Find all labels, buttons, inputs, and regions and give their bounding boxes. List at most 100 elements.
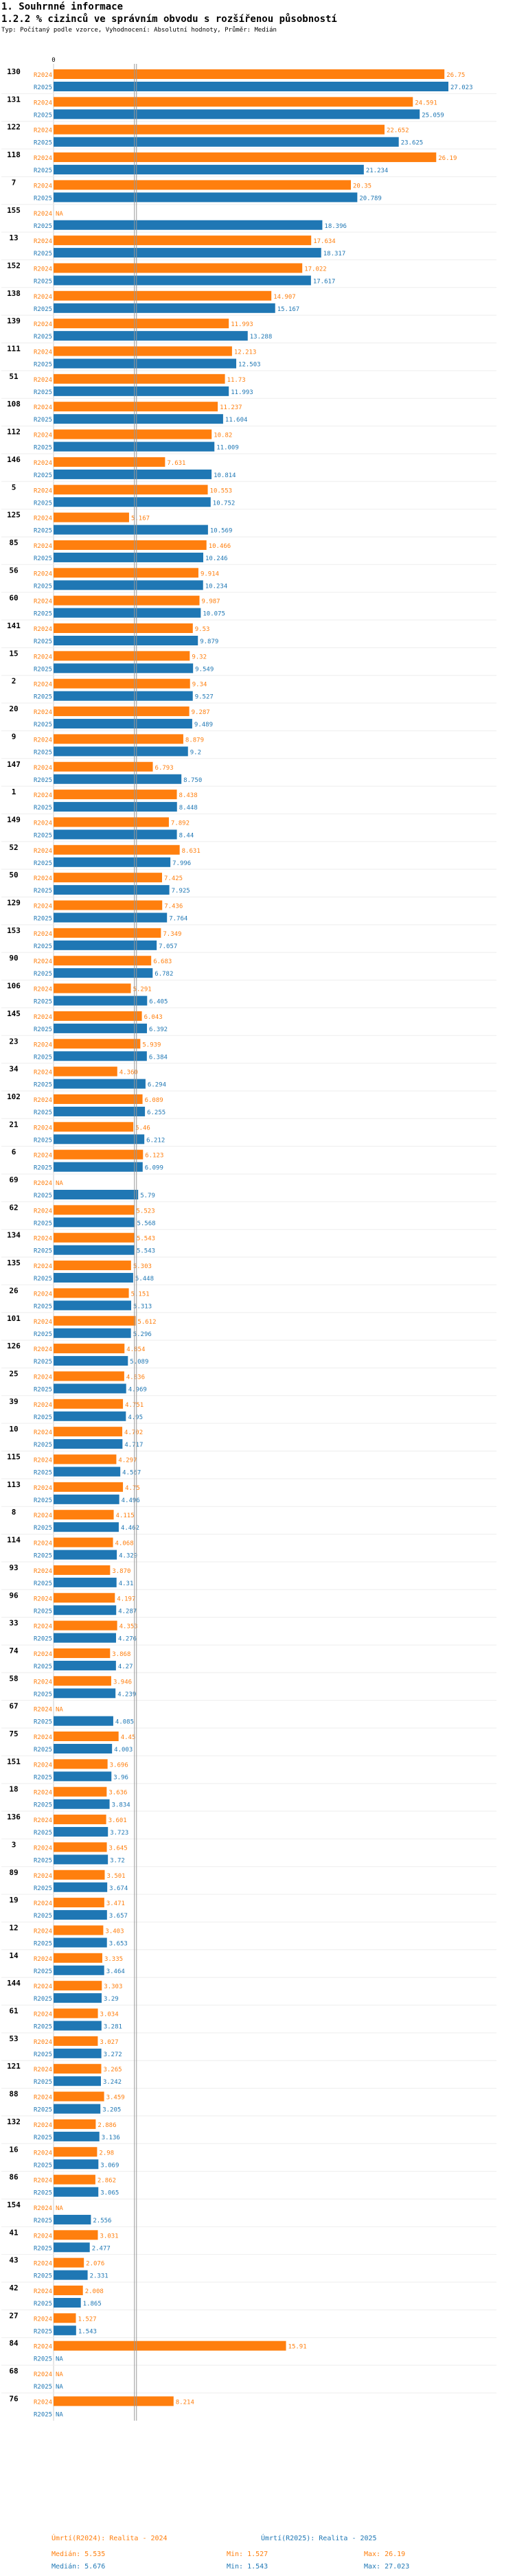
series-label-2025: R2025 (34, 1553, 52, 1560)
row-id-label: 8 (12, 1508, 16, 1517)
value-label-2025: 17.617 (313, 278, 336, 285)
bar-2025 (54, 663, 194, 674)
series-label-2024: R2024 (34, 1263, 52, 1270)
bar-2024 (54, 1870, 105, 1880)
series-label-2025: R2025 (34, 999, 52, 1006)
series-label-2025: R2025 (34, 1386, 52, 1393)
series-label-2025: R2025 (34, 389, 52, 396)
series-label-2024: R2024 (34, 349, 52, 356)
value-label-2025: 10.075 (203, 611, 225, 618)
series-label-2024: R2024 (34, 1983, 52, 1990)
value-label-2024: 4.197 (117, 1596, 135, 1602)
value-label-2025: 3.723 (110, 1830, 128, 1837)
row-id-label: 114 (7, 1536, 21, 1545)
series-label-2025: R2025 (34, 1193, 52, 1199)
bar-2024 (54, 1371, 124, 1381)
value-label-2025: 21.234 (366, 168, 389, 174)
bar-2025 (54, 1937, 107, 1948)
value-label-2025: 20.789 (359, 195, 382, 202)
bar-2025 (54, 1771, 112, 1782)
series-label-2024: R2024 (34, 1208, 52, 1215)
bar-2024 (54, 956, 152, 966)
bar-2024 (54, 1261, 131, 1271)
row-id-label: 33 (9, 1619, 18, 1628)
value-label-2024: 7.436 (164, 904, 183, 910)
row-id-label: 151 (7, 1757, 21, 1766)
series-label-2025: R2025 (34, 722, 52, 728)
value-label-2024: 7.892 (171, 820, 190, 827)
series-label-2024: R2024 (34, 1236, 52, 1243)
row-id-label: 7 (12, 178, 16, 187)
value-label-2024: 9.34 (192, 682, 207, 689)
bar-2024 (54, 2147, 98, 2157)
series-label-2024: R2024 (34, 931, 52, 938)
series-label-2024: R2024 (34, 294, 52, 301)
series-label-2024: R2024 (34, 958, 52, 965)
row-id-label: 39 (9, 1397, 18, 1406)
value-label-2025: 3.834 (112, 1802, 130, 1809)
row-id-label: 131 (7, 95, 21, 104)
value-label-2025: 9.879 (200, 639, 218, 645)
value-label-2024: 6.123 (145, 1153, 163, 1160)
value-label-2025: 4.27 (118, 1664, 133, 1670)
bar-2024 (54, 2396, 174, 2406)
series-label-2024: R2024 (34, 1402, 52, 1409)
series-label-2024: R2024 (34, 516, 52, 522)
bar-2024 (54, 2341, 286, 2351)
bar-2024 (54, 2064, 102, 2074)
series-label-2025: R2025 (34, 168, 52, 174)
bar-2024 (54, 568, 198, 578)
bar-2024 (54, 124, 385, 135)
value-label-2025: 8.750 (183, 777, 202, 784)
value-label-2024: 5.303 (133, 1263, 152, 1270)
value-label-2024: 3.265 (103, 2067, 122, 2073)
row-id-label: 60 (9, 594, 18, 603)
bar-2025 (54, 1633, 116, 1643)
bar-2024 (54, 817, 169, 827)
row-id-label: 75 (9, 1729, 18, 1738)
bar-2025 (54, 1079, 146, 1089)
value-label-2025: 10.246 (205, 555, 228, 562)
value-label-2025: 5.296 (133, 1331, 152, 1338)
bar-2025 (54, 358, 237, 369)
value-label-2025: 15.167 (277, 306, 300, 313)
value-label-2025: 3.272 (104, 2051, 122, 2058)
bar-2025 (54, 1993, 102, 2003)
bar-2024 (54, 69, 445, 79)
value-label-2025: 4.276 (118, 1636, 137, 1643)
series-label-2025: R2025 (34, 2190, 52, 2197)
series-label-2024: R2024 (34, 543, 52, 550)
row-id-label: 41 (9, 2228, 19, 2237)
value-label-2024: 4.297 (118, 1458, 137, 1464)
value-label-2024: 2.98 (99, 2150, 114, 2157)
value-label-2024: 4.115 (116, 1513, 135, 1519)
series-label-2024: R2024 (34, 1956, 52, 1963)
value-label-2024: 3.034 (100, 2012, 119, 2019)
row-id-label: 136 (7, 1813, 21, 1821)
series-label-2024: R2024 (34, 820, 52, 827)
series-label-2025: R2025 (34, 860, 52, 867)
series-label-2025: R2025 (34, 500, 52, 507)
row-id-label: 155 (7, 206, 21, 215)
series-label-2024: R2024 (34, 1097, 52, 1104)
series-label-2025: R2025 (34, 1774, 52, 1781)
row-id-label: 141 (7, 621, 21, 630)
row-id-label: 10 (9, 1425, 18, 1434)
value-label-2024: 6.683 (153, 958, 172, 965)
series-label-2025: R2025 (34, 639, 52, 645)
x-axis-tick-label: 0 (52, 57, 55, 64)
value-label-2024: 3.868 (112, 1651, 130, 1658)
value-label-2024: 3.403 (105, 1928, 124, 1935)
value-label-2025: 3.065 (100, 2190, 119, 2197)
value-label-2025: 6.294 (148, 1082, 166, 1089)
value-label-2024: 17.634 (313, 238, 336, 245)
bar-2024 (54, 1454, 117, 1464)
row-id-label: 147 (7, 760, 21, 769)
bar-2025 (54, 137, 399, 147)
value-label-2024: 9.32 (192, 654, 207, 660)
bar-2024 (54, 678, 190, 689)
series-label-2024: R2024 (34, 155, 52, 162)
series-label-2025: R2025 (34, 1497, 52, 1504)
series-label-2025: R2025 (34, 1331, 52, 1338)
series-label-2025: R2025 (34, 888, 52, 895)
